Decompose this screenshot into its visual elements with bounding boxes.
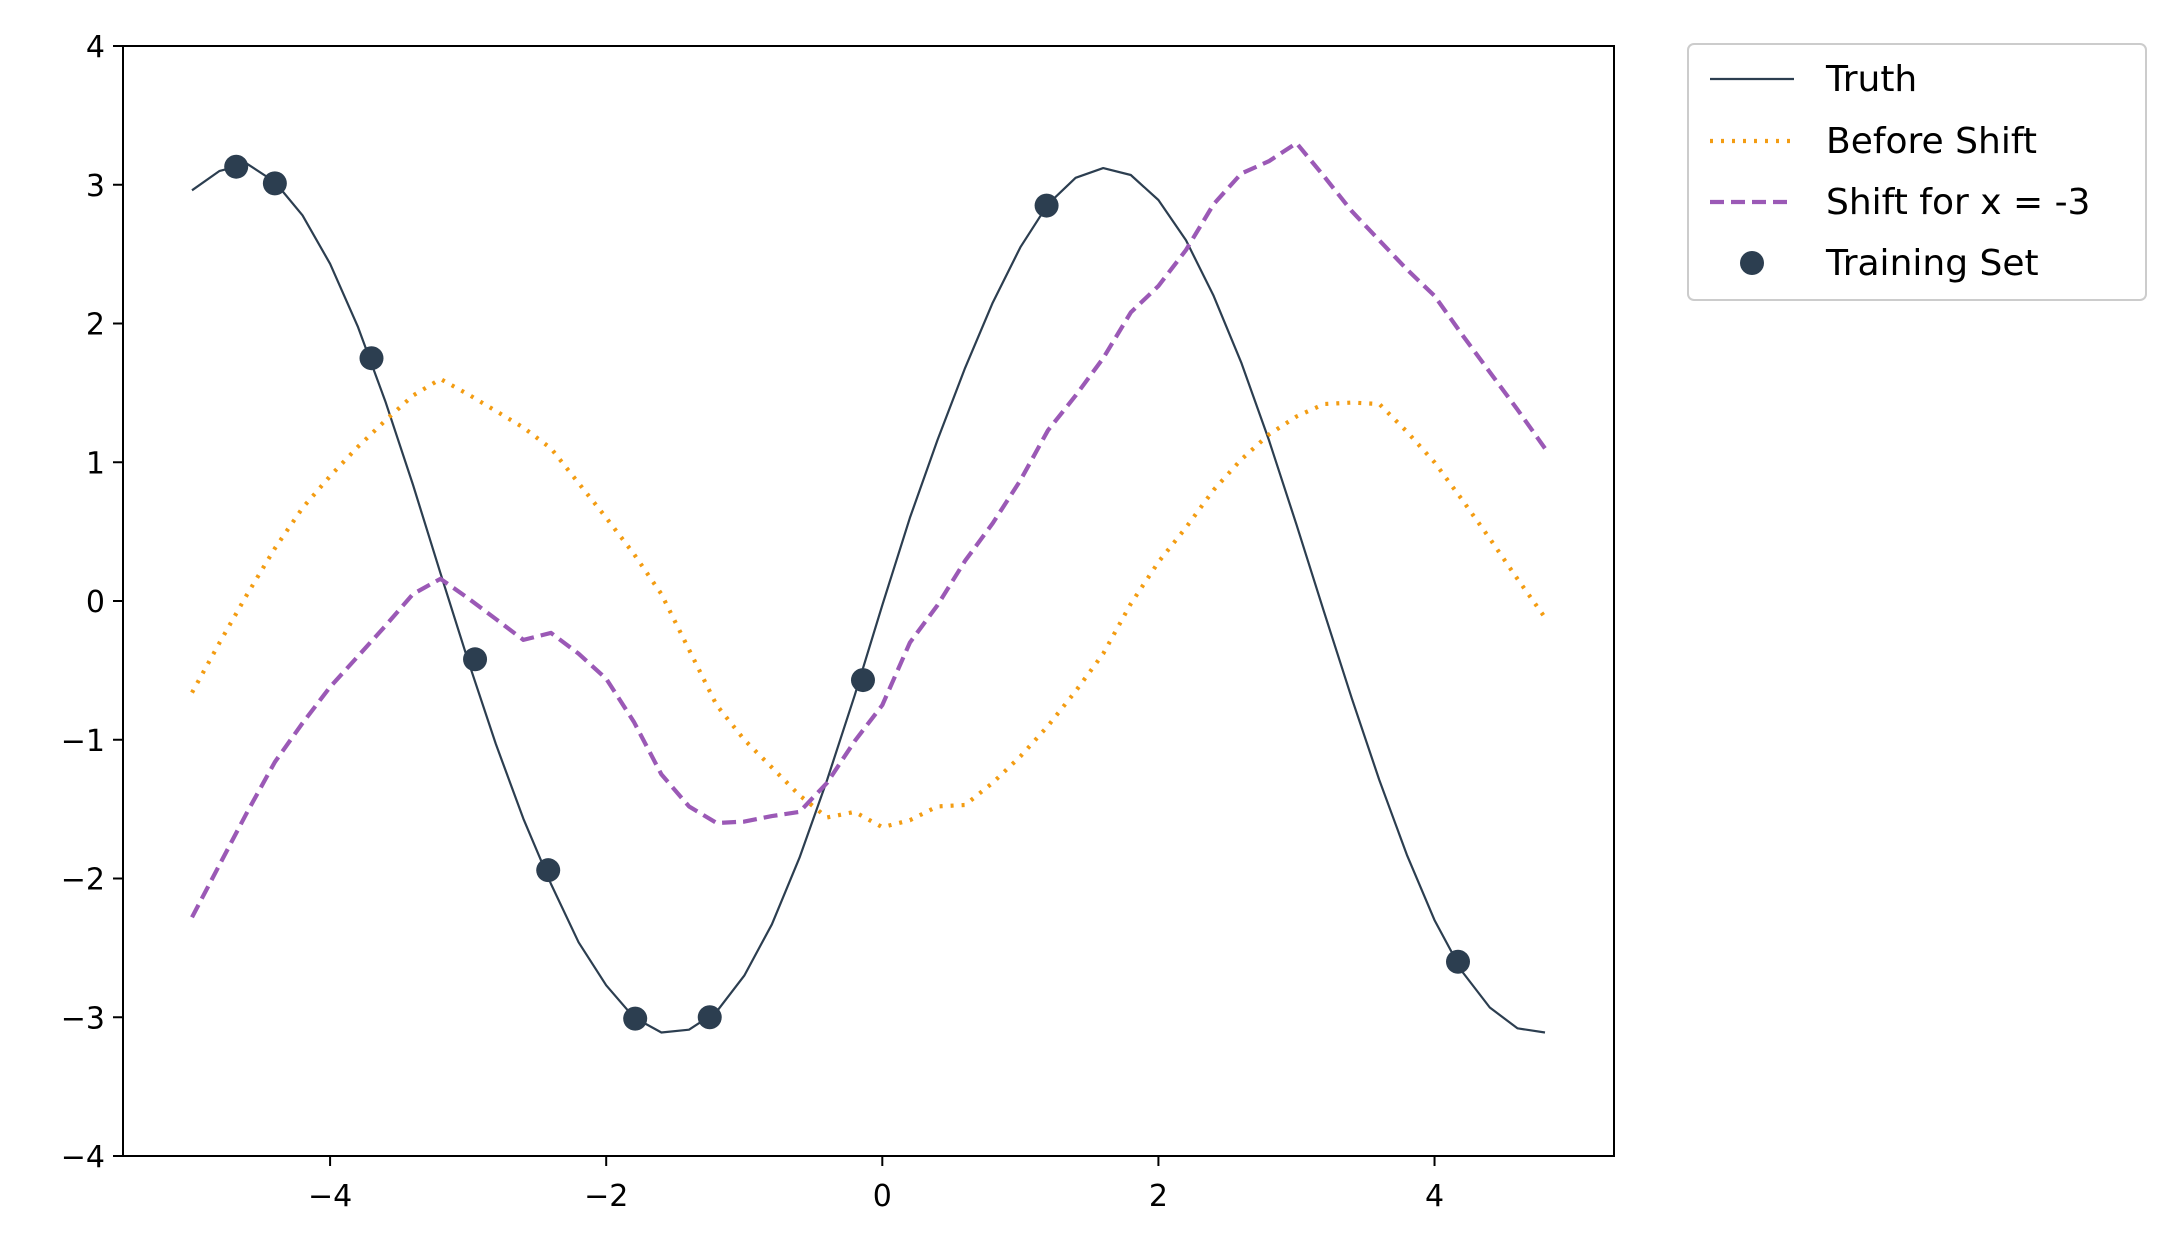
legend-label-1: Truth — [1825, 59, 1917, 100]
training-point-5 — [536, 858, 561, 883]
y-tick-label: 3 — [86, 169, 105, 204]
training-point-7 — [697, 1005, 722, 1030]
series-line-1 — [191, 162, 1546, 1034]
y-tick-label: 2 — [86, 308, 105, 343]
training-point-10 — [1445, 949, 1470, 974]
training-point-2 — [262, 171, 287, 196]
y-tick-label: 1 — [86, 446, 105, 481]
training-point-3 — [359, 346, 384, 371]
y-tick-label: 4 — [86, 30, 105, 65]
legend-label-3: Shift for x = -3 — [1826, 182, 2090, 223]
training-point-6 — [623, 1006, 648, 1031]
legend-label-4: Training Set — [1825, 243, 2039, 284]
legend-frame — [1687, 43, 2147, 301]
y-tick-label: 0 — [86, 585, 105, 620]
x-tick-label: −2 — [584, 1179, 628, 1214]
y-tick-label: −4 — [61, 1140, 105, 1175]
training-point-9 — [1034, 193, 1059, 218]
training-point-1 — [224, 154, 249, 179]
x-tick-label: 2 — [1149, 1179, 1168, 1214]
axis-ticks: −4 −2 0 2 4 −4 −3 −2 −1 0 1 2 3 4 — [61, 30, 1444, 1214]
x-tick-label: −4 — [308, 1179, 352, 1214]
y-tick-label: −2 — [61, 863, 105, 898]
training-point-4 — [463, 647, 488, 672]
y-tick-label: −1 — [61, 724, 105, 759]
series-line-3 — [190, 141, 1547, 919]
x-tick-label: 4 — [1425, 1179, 1444, 1214]
legend: Truth Before Shift Shift for x = -3 Trainin… — [1687, 43, 2147, 301]
y-tick-label: −3 — [61, 1001, 105, 1036]
legend-marker-4 — [1740, 251, 1764, 275]
series-layer — [190, 141, 1547, 1034]
training-point-8 — [850, 668, 875, 693]
legend-label-2: Before Shift — [1826, 121, 2037, 162]
x-tick-label: 0 — [873, 1179, 892, 1214]
